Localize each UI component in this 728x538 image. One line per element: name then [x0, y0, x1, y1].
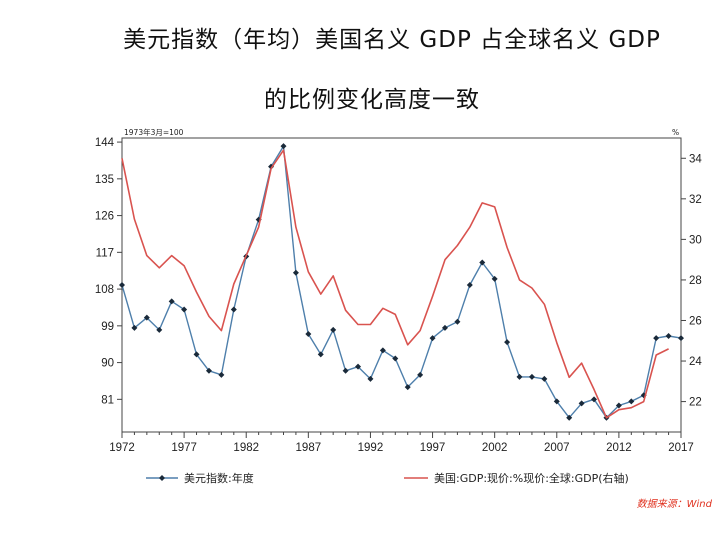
right-axis: 22 24 26 28 30 32 34	[681, 153, 702, 409]
left-tick-label: 108	[95, 284, 114, 296]
chart-subtitle: 的比例变化高度一致	[264, 87, 480, 113]
data-point	[441, 324, 448, 331]
series-dollar-index	[119, 143, 684, 421]
data-point	[305, 331, 312, 337]
data-point	[131, 324, 138, 331]
data-point	[491, 275, 498, 282]
left-axis-unit: 1973年3月=100	[124, 127, 184, 137]
x-tick-label: 2017	[668, 442, 694, 454]
data-point	[678, 335, 684, 342]
plot-border	[121, 137, 682, 433]
x-axis: 1972 1977 1982 1987 1992 1997 2002 2007 2012 2017	[109, 432, 694, 454]
data-point	[615, 402, 622, 409]
data-point	[119, 282, 125, 288]
data-point	[417, 371, 424, 378]
x-tick-label: 1987	[296, 442, 322, 454]
line-gdp-share	[121, 149, 669, 419]
data-point	[143, 314, 150, 321]
data-point	[628, 398, 635, 405]
data-point	[528, 373, 535, 380]
data-point	[218, 371, 225, 378]
data-point	[516, 373, 523, 380]
left-tick-label: 135	[95, 174, 114, 186]
x-tick-label: 2012	[606, 442, 632, 454]
right-tick-label: 24	[689, 356, 702, 368]
x-tick-label: 1982	[233, 442, 259, 454]
chart-title: 美元指数（年均）美国名义 GDP 占全球名义 GDP	[123, 27, 661, 53]
data-point	[466, 282, 473, 288]
left-tick-label: 81	[101, 394, 114, 406]
right-tick-label: 28	[689, 275, 702, 287]
data-point	[566, 414, 573, 421]
right-tick-label: 26	[689, 315, 702, 327]
data-point	[292, 269, 299, 276]
x-tick-label: 1977	[171, 442, 197, 454]
x-tick-label: 1992	[358, 442, 384, 454]
data-point	[181, 306, 188, 313]
data-point	[504, 339, 511, 346]
left-tick-label: 144	[95, 137, 115, 149]
data-point	[230, 306, 237, 313]
legend-label-dollar-index: 美元指数:年度	[184, 471, 254, 485]
line-dollar-index	[121, 145, 682, 419]
data-point	[392, 355, 399, 362]
left-tick-label: 90	[101, 358, 114, 370]
data-point	[578, 400, 585, 407]
right-axis-unit: %	[672, 128, 679, 137]
data-point	[205, 367, 212, 374]
data-point	[193, 351, 200, 358]
legend-marker-dollar-index	[159, 475, 165, 481]
data-point	[541, 375, 548, 382]
data-point	[367, 375, 374, 382]
series-gdp-share	[121, 149, 669, 419]
legend-label-gdp-share: 美国:GDP:现价:%现价:全球:GDP(右轴)	[434, 471, 629, 485]
data-point	[168, 298, 175, 305]
series-layer	[119, 143, 684, 421]
right-tick-label: 32	[689, 194, 702, 206]
right-tick-label: 22	[689, 397, 702, 409]
plot-frame	[121, 137, 682, 433]
data-point	[280, 143, 287, 150]
right-tick-label: 30	[689, 234, 702, 246]
data-point	[379, 347, 386, 354]
right-tick-label: 34	[689, 153, 702, 165]
left-tick-label: 117	[96, 247, 114, 259]
data-point	[591, 396, 598, 403]
data-point	[553, 398, 560, 405]
x-tick-label: 2002	[482, 442, 508, 454]
data-point	[429, 335, 436, 342]
data-point	[330, 326, 337, 333]
data-point	[156, 326, 163, 333]
data-point	[342, 367, 349, 374]
data-point	[653, 335, 660, 342]
data-point	[479, 259, 486, 266]
left-tick-label: 126	[95, 211, 114, 223]
data-point	[454, 318, 461, 325]
data-point	[355, 363, 362, 370]
data-point	[317, 351, 324, 358]
data-point	[404, 384, 411, 391]
left-tick-label: 99	[101, 321, 114, 333]
data-point	[665, 333, 672, 340]
source-note: 数据来源：Wind	[637, 498, 713, 510]
x-tick-label: 1972	[109, 442, 135, 454]
legend: 美元指数:年度 美国:GDP:现价:%现价:全球:GDP(右轴)	[146, 471, 629, 485]
left-axis: 81 90 99 108 117 126 135 144	[95, 137, 122, 406]
x-tick-label: 1997	[420, 442, 446, 454]
x-tick-label: 2007	[544, 442, 570, 454]
